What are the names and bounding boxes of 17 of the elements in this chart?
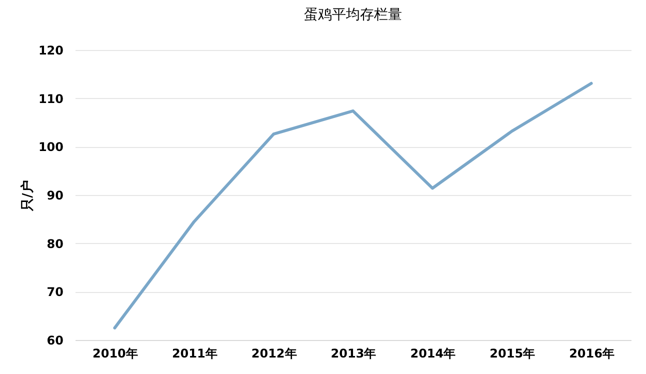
y-tick-label: 90 <box>46 188 64 202</box>
y-tick-label: 70 <box>46 285 64 300</box>
x-tick-label: 2014年 <box>410 346 456 360</box>
x-tick-label: 2012年 <box>251 346 297 360</box>
chart-title: 蛋鸡平均存栏量 <box>304 7 402 23</box>
line-series <box>113 82 593 330</box>
y-tick-label: 100 <box>38 140 64 154</box>
y-tick-label: 60 <box>46 334 64 348</box>
x-tick-label: 2010年 <box>92 346 138 360</box>
x-tick-label: 2016年 <box>569 346 614 360</box>
x-tick-label: 2015年 <box>490 346 536 360</box>
y-tick-label: 120 <box>38 44 64 58</box>
y-tick-label: 110 <box>38 92 64 106</box>
x-tick-label: 2011年 <box>172 346 218 360</box>
y-axis-title: 只/户 <box>19 180 36 212</box>
y-tick-label: 80 <box>46 236 64 251</box>
x-tick-label: 2013年 <box>330 346 376 360</box>
